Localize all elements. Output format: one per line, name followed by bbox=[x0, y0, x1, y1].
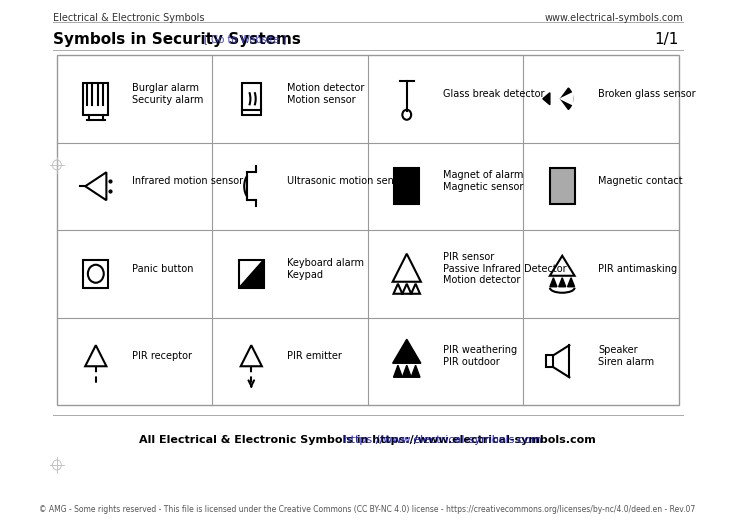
Text: 1/1: 1/1 bbox=[654, 32, 679, 47]
Text: www.electrical-symbols.com: www.electrical-symbols.com bbox=[545, 13, 684, 23]
Polygon shape bbox=[411, 365, 420, 377]
Text: Glass break detector: Glass break detector bbox=[442, 89, 544, 99]
Bar bbox=[84, 83, 108, 115]
Polygon shape bbox=[543, 93, 550, 105]
Text: Motion detector
Motion sensor: Motion detector Motion sensor bbox=[287, 83, 365, 105]
Polygon shape bbox=[402, 365, 411, 377]
Text: PIR receptor: PIR receptor bbox=[132, 351, 192, 361]
Bar bbox=[546, 355, 553, 367]
Bar bbox=[395, 168, 419, 204]
Polygon shape bbox=[567, 278, 575, 287]
Text: Magnetic contact: Magnetic contact bbox=[598, 176, 683, 186]
Text: Panic button: Panic button bbox=[132, 264, 193, 274]
Text: Speaker
Siren alarm: Speaker Siren alarm bbox=[598, 345, 654, 367]
Bar bbox=[84, 260, 108, 288]
Text: PIR emitter: PIR emitter bbox=[287, 351, 342, 361]
Text: Ultrasonic motion sensor: Ultrasonic motion sensor bbox=[287, 176, 409, 186]
Text: All Electrical & Electronic Symbols in https://www.electrical-symbols.com: All Electrical & Electronic Symbols in h… bbox=[139, 435, 596, 445]
Polygon shape bbox=[392, 339, 421, 363]
Text: © AMG - Some rights reserved - This file is licensed under the Creative Commons : © AMG - Some rights reserved - This file… bbox=[39, 505, 695, 514]
Text: https://www.electrical-symbols.com: https://www.electrical-symbols.com bbox=[193, 435, 542, 445]
Text: Burglar alarm
Security alarm: Burglar alarm Security alarm bbox=[132, 83, 203, 105]
Polygon shape bbox=[393, 365, 402, 377]
Bar bbox=[550, 168, 575, 204]
Text: PIR weathering
PIR outdoor: PIR weathering PIR outdoor bbox=[442, 345, 517, 367]
Polygon shape bbox=[550, 278, 557, 287]
Text: Broken glass sensor: Broken glass sensor bbox=[598, 89, 695, 99]
Text: Keyboard alarm
Keypad: Keyboard alarm Keypad bbox=[287, 258, 364, 280]
Bar bbox=[57, 55, 679, 405]
Bar bbox=[239, 260, 264, 288]
Polygon shape bbox=[559, 278, 566, 287]
Text: PIR antimasking: PIR antimasking bbox=[598, 264, 677, 274]
Text: Magnet of alarm
Magnetic sensor: Magnet of alarm Magnetic sensor bbox=[442, 171, 523, 192]
Text: Infrared motion sensor: Infrared motion sensor bbox=[132, 176, 243, 186]
Bar bbox=[242, 83, 261, 115]
Text: Electrical & Electronic Symbols: Electrical & Electronic Symbols bbox=[52, 13, 204, 23]
Text: [ Go to Website ]: [ Go to Website ] bbox=[204, 34, 287, 44]
Text: Symbols in Security Systems: Symbols in Security Systems bbox=[52, 32, 301, 47]
Wedge shape bbox=[561, 88, 573, 110]
Polygon shape bbox=[239, 260, 264, 288]
Polygon shape bbox=[561, 93, 573, 105]
Text: PIR sensor
Passive Infrared Detector
Motion detector: PIR sensor Passive Infrared Detector Mot… bbox=[442, 252, 566, 285]
